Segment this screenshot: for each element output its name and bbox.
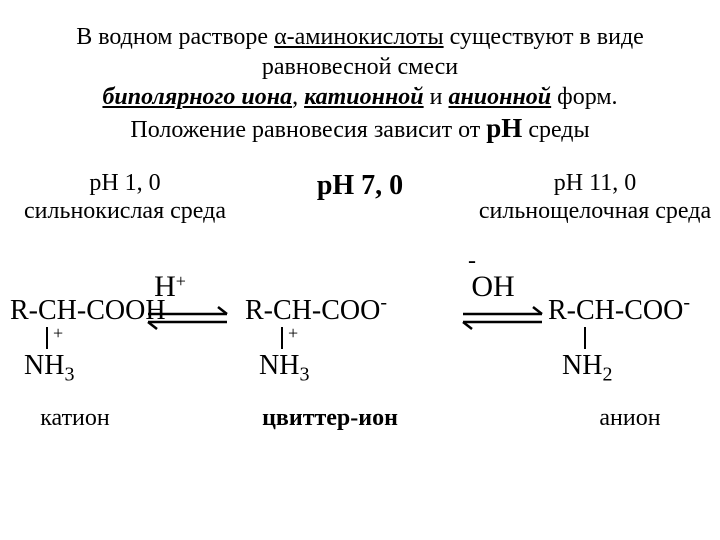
intro-l2: равновесной смеси	[262, 54, 458, 80]
formname-zwitter: цвиттер-ион	[230, 405, 430, 432]
bond-bar-icon	[281, 327, 283, 349]
ph-left: рН 1, 0	[0, 170, 250, 198]
bond-bar-icon	[46, 327, 48, 349]
nh-anion: NH2	[562, 351, 690, 382]
bond-anion	[581, 327, 690, 351]
col-right: рН 11, 0 сильнощелочная среда	[470, 170, 720, 225]
nh-zwitter: NH3	[259, 351, 387, 382]
formula-cation: R-CH-COOH + NH3	[10, 296, 166, 382]
nh-cation: NH3	[24, 351, 166, 382]
formula-anion-sup: -	[683, 292, 690, 314]
col-mid: рН 7, 0	[250, 170, 470, 202]
reagent-oh: OH	[463, 270, 523, 304]
intro-l3d: и	[424, 84, 449, 110]
intro-l3b: ,	[292, 84, 304, 110]
bond-plus: +	[288, 324, 298, 344]
nh-cation-txt: NH	[24, 350, 64, 381]
formula-cation-main: R-CH-COOH	[10, 295, 166, 326]
nh-zwitter-sub: 3	[299, 363, 309, 385]
intro-text: В водном растворе α-аминокислоты существ…	[40, 22, 680, 146]
ph-right: рН 11, 0	[470, 170, 720, 198]
nh-anion-sub: 2	[602, 363, 612, 385]
bond-zwitter: +	[278, 327, 387, 351]
bond-plus: +	[53, 324, 63, 344]
intro-l1b: α-аминокислоты	[274, 24, 444, 50]
formula-zwitter: R-CH-COO- + NH3	[245, 296, 387, 382]
intro-l4b: рН	[486, 113, 522, 143]
formula-anion-main: R-CH-COO	[548, 295, 683, 326]
ph-mid: рН 7, 0	[250, 170, 470, 202]
desc-right: сильнощелочная среда	[470, 198, 720, 226]
formula-anion: R-CH-COO- NH2	[548, 296, 690, 382]
intro-l3c: катионной	[304, 84, 424, 110]
double-arrow-icon	[463, 307, 542, 329]
intro-l1a: В водном растворе	[76, 24, 274, 50]
col-left: рН 1, 0 сильнокислая среда	[0, 170, 250, 225]
intro-l1c: существуют в виде	[444, 24, 644, 50]
desc-left: сильнокислая среда	[0, 198, 250, 226]
slide: В водном растворе α-аминокислоты существ…	[0, 0, 720, 540]
bond-bar-icon	[584, 327, 586, 349]
nh-cation-sub: 3	[64, 363, 74, 385]
nh-anion-txt: NH	[562, 350, 602, 381]
formula-zwitter-main: R-CH-COO	[245, 295, 380, 326]
equilibrium-arrow-right	[460, 304, 545, 332]
intro-l4c: среды	[522, 117, 589, 143]
formula-zwitter-sup: -	[380, 292, 387, 314]
formname-anion: анион	[555, 405, 705, 432]
nh-zwitter-txt: NH	[259, 350, 299, 381]
bond-cation: +	[43, 327, 166, 351]
formname-cation: катион	[10, 405, 140, 432]
intro-l3a: биполярного иона	[102, 84, 292, 110]
intro-l4a: Положение равновесия зависит от	[130, 117, 486, 143]
intro-l3f: форм.	[551, 84, 617, 110]
reagent-h-sup: +	[176, 271, 186, 291]
intro-l3e: анионной	[448, 84, 551, 110]
